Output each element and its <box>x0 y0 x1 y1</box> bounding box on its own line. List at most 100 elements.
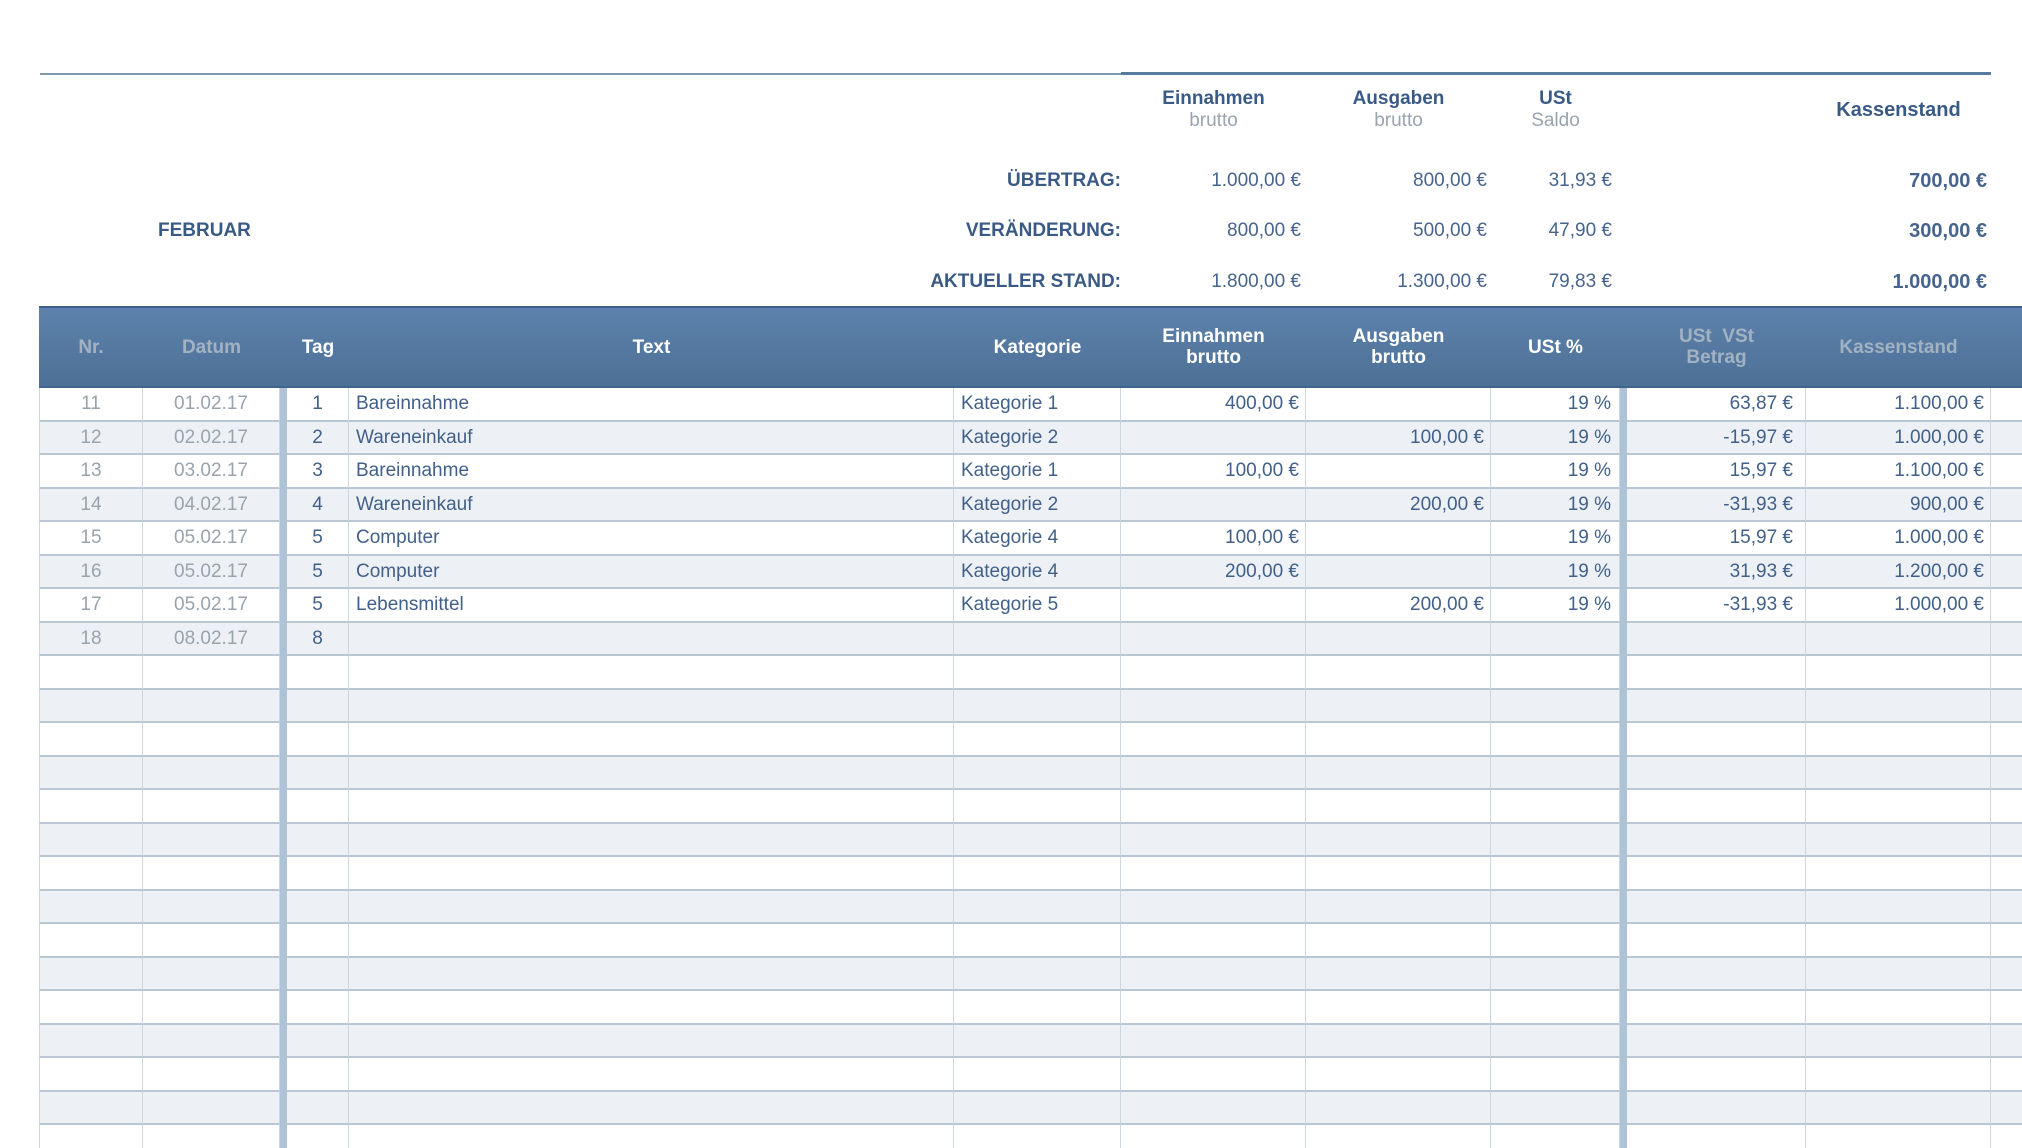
cell-ust[interactable] <box>1491 823 1620 857</box>
cell-vst[interactable] <box>1627 656 1806 690</box>
cell-text[interactable] <box>349 823 954 857</box>
cell-kassenstand[interactable] <box>1806 723 1991 757</box>
cell-vst[interactable] <box>1627 924 1806 958</box>
cell-ust[interactable] <box>1491 1091 1620 1125</box>
cell-kategorie[interactable]: Kategorie 4 <box>954 555 1121 589</box>
cell-tag[interactable] <box>287 857 349 891</box>
cell-nr[interactable] <box>39 1058 143 1092</box>
cell-text[interactable]: Computer <box>349 555 954 589</box>
cell-text[interactable] <box>349 924 954 958</box>
cell-ust[interactable] <box>1491 622 1620 656</box>
column-header-text[interactable]: Text <box>349 308 954 386</box>
cell-kategorie[interactable]: Kategorie 2 <box>954 421 1121 455</box>
cell-kassenstand[interactable] <box>1806 656 1991 690</box>
cell-kassenstand[interactable]: 1.100,00 € <box>1806 455 1991 489</box>
cell-text[interactable] <box>349 622 954 656</box>
cell-ust[interactable] <box>1491 723 1620 757</box>
cell-kassenstand[interactable] <box>1806 924 1991 958</box>
cell-kassenstand[interactable] <box>1806 1091 1991 1125</box>
cell-kassenstand[interactable] <box>1806 689 1991 723</box>
cell-nr[interactable]: 17 <box>39 589 143 623</box>
cell-tag[interactable] <box>287 924 349 958</box>
cell-kategorie[interactable] <box>954 689 1121 723</box>
cell-einnahmen[interactable]: 400,00 € <box>1121 388 1306 422</box>
cell-text[interactable] <box>349 1091 954 1125</box>
summary-value-ausgaben[interactable]: 500,00 € <box>1413 220 1487 241</box>
summary-value-kassenstand[interactable]: 1.000,00 € <box>1892 271 1987 293</box>
cell-kategorie[interactable] <box>954 1024 1121 1058</box>
cell-kassenstand[interactable] <box>1806 857 1991 891</box>
cell-einnahmen[interactable] <box>1121 421 1306 455</box>
cell-nr[interactable]: 13 <box>39 455 143 489</box>
cell-ust[interactable] <box>1491 1058 1620 1092</box>
cell-text[interactable]: Wareneinkauf <box>349 421 954 455</box>
cell-einnahmen[interactable] <box>1121 723 1306 757</box>
cell-ausgaben[interactable]: 200,00 € <box>1306 589 1491 623</box>
cell-kassenstand[interactable] <box>1806 756 1991 790</box>
cell-einnahmen[interactable] <box>1121 488 1306 522</box>
cell-text[interactable] <box>349 756 954 790</box>
cell-tag[interactable]: 5 <box>287 589 349 623</box>
cell-kassenstand[interactable] <box>1806 1024 1991 1058</box>
cell-nr[interactable] <box>39 689 143 723</box>
cell-nr[interactable] <box>39 924 143 958</box>
cell-kategorie[interactable]: Kategorie 1 <box>954 388 1121 422</box>
cell-ust[interactable] <box>1491 857 1620 891</box>
cell-einnahmen[interactable] <box>1121 957 1306 991</box>
cell-text[interactable]: Lebensmittel <box>349 589 954 623</box>
cell-ausgaben[interactable] <box>1306 790 1491 824</box>
summary-row-label[interactable]: VERÄNDERUNG: <box>965 220 1121 241</box>
cell-ausgaben[interactable] <box>1306 388 1491 422</box>
cell-ausgaben[interactable] <box>1306 689 1491 723</box>
cell-datum[interactable] <box>143 1091 280 1125</box>
cell-einnahmen[interactable] <box>1121 1024 1306 1058</box>
cell-vst[interactable]: 15,97 € <box>1627 522 1806 556</box>
cell-kategorie[interactable] <box>954 991 1121 1025</box>
cell-datum[interactable] <box>143 723 280 757</box>
cell-vst[interactable] <box>1627 991 1806 1025</box>
cell-einnahmen[interactable]: 200,00 € <box>1121 555 1306 589</box>
cell-vst[interactable] <box>1627 723 1806 757</box>
cell-kategorie[interactable] <box>954 1091 1121 1125</box>
cell-tag[interactable]: 1 <box>287 388 349 422</box>
cell-datum[interactable]: 03.02.17 <box>143 455 280 489</box>
cell-einnahmen[interactable] <box>1121 890 1306 924</box>
column-header-kassenstand[interactable]: Kassenstand <box>1806 308 1991 386</box>
cell-nr[interactable] <box>39 957 143 991</box>
cell-ust[interactable]: 19 % <box>1491 589 1620 623</box>
cell-tag[interactable] <box>287 1091 349 1125</box>
cell-kategorie[interactable]: Kategorie 1 <box>954 455 1121 489</box>
cell-ust[interactable]: 19 % <box>1491 421 1620 455</box>
cell-text[interactable] <box>349 890 954 924</box>
cell-kategorie[interactable] <box>954 1058 1121 1092</box>
cell-datum[interactable] <box>143 857 280 891</box>
cell-datum[interactable] <box>143 1058 280 1092</box>
cell-ausgaben[interactable] <box>1306 522 1491 556</box>
cell-einnahmen[interactable] <box>1121 991 1306 1025</box>
cell-vst[interactable] <box>1627 622 1806 656</box>
cell-datum[interactable]: 04.02.17 <box>143 488 280 522</box>
cell-kategorie[interactable] <box>954 924 1121 958</box>
cell-vst[interactable]: -15,97 € <box>1627 421 1806 455</box>
summary-value-ust[interactable]: 79,83 € <box>1548 271 1612 292</box>
cell-text[interactable]: Bareinnahme <box>349 388 954 422</box>
cell-tag[interactable] <box>287 991 349 1025</box>
cell-datum[interactable] <box>143 991 280 1025</box>
cell-kategorie[interactable] <box>954 622 1121 656</box>
cell-tag[interactable] <box>287 756 349 790</box>
summary-value-einnahmen[interactable]: 800,00 € <box>1227 220 1301 241</box>
cell-ust[interactable] <box>1491 924 1620 958</box>
cell-kassenstand[interactable]: 1.000,00 € <box>1806 589 1991 623</box>
summary-value-ausgaben[interactable]: 800,00 € <box>1413 170 1487 191</box>
cell-einnahmen[interactable] <box>1121 924 1306 958</box>
cell-vst[interactable] <box>1627 1091 1806 1125</box>
cell-kategorie[interactable] <box>954 823 1121 857</box>
cell-einnahmen[interactable] <box>1121 857 1306 891</box>
column-header-datum[interactable]: Datum <box>143 308 280 386</box>
cell-kassenstand[interactable] <box>1806 1058 1991 1092</box>
cell-vst[interactable]: -31,93 € <box>1627 589 1806 623</box>
cell-vst[interactable] <box>1627 890 1806 924</box>
cell-einnahmen[interactable] <box>1121 1091 1306 1125</box>
cell-ausgaben[interactable]: 200,00 € <box>1306 488 1491 522</box>
cell-kassenstand[interactable] <box>1806 890 1991 924</box>
